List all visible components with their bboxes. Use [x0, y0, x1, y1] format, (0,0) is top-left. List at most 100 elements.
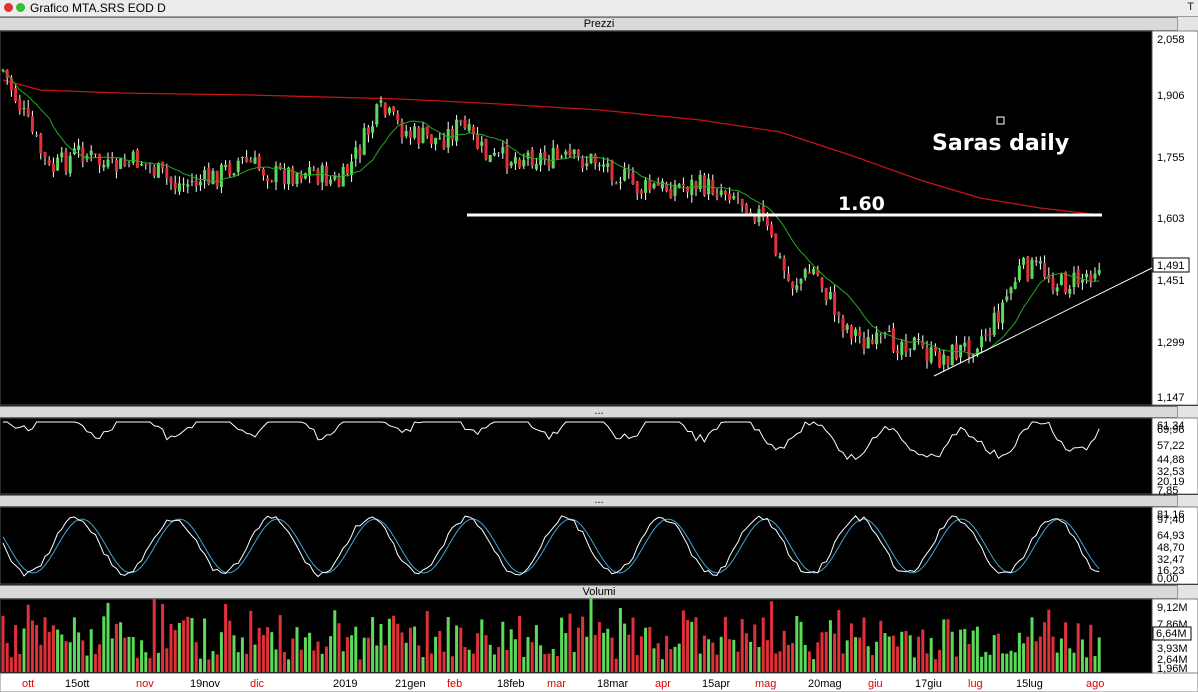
candle-body [89, 150, 93, 156]
volume-bar [648, 626, 652, 672]
volume-bar [358, 659, 362, 672]
candle-body [421, 127, 425, 143]
volume-bar [870, 655, 874, 672]
volume-scale-label: 2,64M [1157, 654, 1188, 666]
candle-body [845, 325, 849, 330]
volume-bar [858, 637, 862, 672]
osc2-scale-column[interactable] [1151, 506, 1198, 585]
candle-body [572, 149, 576, 155]
candle-body [912, 337, 916, 351]
candle-body [555, 147, 559, 159]
volume-bar [1013, 652, 1017, 672]
osc1-last-label: 61,34 [1157, 420, 1185, 432]
volume-bar [287, 659, 291, 672]
volume-bar [761, 617, 765, 672]
candle-body [652, 183, 656, 189]
price-scale-label: 1,603 [1157, 213, 1185, 225]
volume-bar [43, 617, 47, 672]
candle-body [354, 147, 358, 159]
annotation-handle-icon[interactable] [996, 116, 1005, 125]
date-axis: ott 15ott nov 19nov dic 2019 21gen feb 18feb mar 1… [22, 678, 1104, 690]
last-price-box [1152, 257, 1190, 273]
candle-body [723, 190, 727, 195]
window-menu-button[interactable]: T [1187, 1, 1194, 13]
candle-body [833, 292, 837, 315]
candle-body [51, 163, 55, 172]
volume-scrollbar[interactable] [1177, 585, 1198, 599]
price-scrollbar[interactable] [1177, 17, 1198, 31]
candle-body [1055, 287, 1059, 292]
candle-body [564, 151, 568, 155]
candle-body [576, 149, 580, 156]
candle-body [791, 281, 795, 289]
volume-bar [89, 629, 93, 672]
volume-bar [1005, 653, 1009, 672]
volume-bar [875, 641, 879, 672]
candle-body [1030, 259, 1034, 279]
osc1-scrollbar[interactable] [1177, 406, 1198, 418]
candle-body [736, 195, 740, 197]
osc1-scale-column[interactable] [1151, 417, 1198, 495]
volume-bar [442, 651, 446, 672]
support-trendline[interactable] [933, 267, 1153, 377]
candle-body [513, 156, 517, 164]
candle-body [140, 164, 144, 166]
volume-bar [828, 620, 832, 672]
candle-body [849, 325, 853, 339]
volume-bar [354, 626, 358, 672]
candle-body [963, 342, 967, 347]
volume-bar [908, 635, 912, 672]
candle-body [177, 183, 181, 192]
date-axis-label: nov [136, 678, 154, 690]
volume-bar [127, 636, 131, 672]
volume-bar [719, 636, 723, 672]
candle-body [438, 138, 442, 140]
date-axis-label: ago [1086, 678, 1104, 690]
osc1-scale-label: 32,53 [1157, 466, 1185, 478]
volume-bar [723, 616, 727, 672]
volume-bar [39, 644, 43, 672]
osc2-scrollbar[interactable] [1177, 495, 1198, 507]
candle-body [618, 182, 622, 184]
volume-bar [690, 621, 694, 672]
volume-bar [18, 653, 22, 672]
candle-body [669, 188, 673, 199]
volume-bar [5, 642, 9, 672]
candle-body [1001, 302, 1005, 324]
price-scale-column[interactable] [1151, 30, 1198, 406]
candle-body [224, 164, 228, 168]
volume-bar [845, 640, 849, 672]
close-window-icon[interactable] [4, 3, 13, 12]
candle-body [1093, 273, 1097, 279]
candle-body [383, 102, 387, 116]
candle-body [925, 348, 929, 362]
volume-bar [518, 615, 522, 672]
volume-bar [1051, 636, 1055, 672]
volume-bar [1076, 623, 1080, 672]
volume-bar [917, 636, 921, 672]
candle-body [1064, 272, 1068, 293]
volume-bar [257, 627, 261, 672]
volume-bar [299, 649, 303, 672]
volume-bar [509, 629, 513, 672]
osc2-lines [2, 515, 1100, 578]
candle-body [127, 163, 131, 165]
volume-bar [152, 599, 156, 672]
candle-body [434, 137, 438, 145]
volume-bar [240, 637, 244, 672]
volume-bar [564, 633, 568, 672]
volume-bar [513, 639, 517, 672]
volume-bar [963, 629, 967, 672]
candle-body [404, 130, 408, 137]
maximize-window-icon[interactable] [16, 3, 25, 12]
candle-body [114, 160, 118, 172]
volume-bar [77, 632, 81, 672]
volume-bar [459, 627, 463, 672]
candle-body [786, 273, 790, 281]
candle-body [270, 180, 274, 182]
candle-body [639, 190, 643, 194]
volume-bar [270, 632, 274, 672]
candle-body [98, 154, 102, 166]
candle-body [240, 156, 244, 159]
